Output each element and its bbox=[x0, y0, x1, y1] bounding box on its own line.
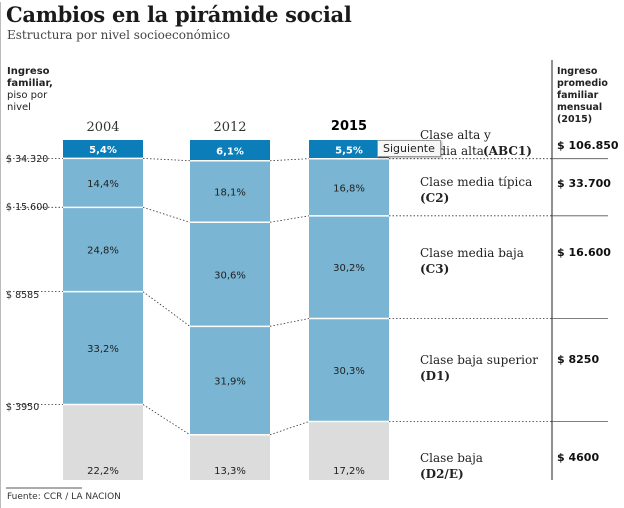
bar-segment bbox=[63, 158, 143, 208]
data-label: 30,3% bbox=[333, 366, 365, 377]
data-label: 6,1% bbox=[216, 146, 244, 157]
bar-segment bbox=[190, 434, 270, 480]
data-label: 14,4% bbox=[87, 179, 119, 190]
class-code: (D1) bbox=[420, 369, 451, 383]
bar-segment bbox=[63, 291, 143, 405]
data-label: 18,1% bbox=[214, 188, 246, 199]
data-label: 5,4% bbox=[89, 145, 117, 156]
page-title: Cambios en la pirámide social bbox=[6, 2, 352, 27]
class-name: Clase baja superior bbox=[420, 353, 538, 367]
source-note: Fuente: CCR / LA NACION bbox=[7, 492, 121, 502]
bar-segment bbox=[309, 140, 389, 159]
bar-segment bbox=[63, 207, 143, 292]
income-value: $ 106.850 bbox=[557, 139, 619, 152]
page-subtitle: Estructura por nivel socioeconómico bbox=[7, 28, 231, 42]
class-name: Clase media típica bbox=[420, 175, 533, 189]
right-header-line: (2015) bbox=[557, 114, 593, 125]
data-label: 31,9% bbox=[214, 377, 246, 388]
class-code: (D2/E) bbox=[420, 467, 464, 481]
bar-segment bbox=[190, 222, 270, 327]
left-header-line: piso por bbox=[7, 90, 48, 101]
bar-segment bbox=[309, 215, 389, 319]
data-label: 22,2% bbox=[87, 466, 119, 477]
class-label-d1: Clase baja superior (D1) bbox=[420, 352, 538, 384]
income-floor-label: $ 15.600 bbox=[6, 202, 49, 213]
connector-line bbox=[142, 404, 191, 436]
left-header-line: familiar, bbox=[7, 78, 53, 89]
data-label: 16,8% bbox=[333, 183, 365, 194]
bar-segment bbox=[190, 160, 270, 223]
class-code-abc1: (ABC1) bbox=[483, 143, 532, 159]
next-tooltip: Siguiente bbox=[377, 140, 441, 157]
data-label: 24,8% bbox=[87, 245, 119, 256]
right-header-line: promedio bbox=[557, 78, 608, 89]
class-label-c3: Clase media baja (C3) bbox=[420, 245, 524, 277]
connector-line bbox=[142, 157, 191, 162]
income-value: $ 8250 bbox=[557, 353, 600, 366]
income-floor-label: $ 3950 bbox=[6, 402, 40, 413]
bar-segment bbox=[190, 326, 270, 435]
data-label: 33,2% bbox=[87, 344, 119, 355]
bar-segment bbox=[309, 318, 389, 422]
year-label-2015: 2015 bbox=[330, 119, 368, 134]
class-code: (C3) bbox=[420, 262, 450, 276]
income-value: $ 16.600 bbox=[557, 246, 611, 259]
data-label: 17,2% bbox=[333, 466, 365, 477]
connector-line bbox=[269, 318, 310, 327]
class-name: Clase media baja bbox=[420, 246, 524, 260]
income-floor-label: $ 8585 bbox=[6, 290, 40, 301]
income-value: $ 4600 bbox=[557, 451, 600, 464]
bar-segment bbox=[309, 421, 389, 480]
class-code: (C2) bbox=[420, 191, 450, 205]
connector-line bbox=[269, 158, 310, 162]
left-header-line: Ingreso bbox=[7, 66, 50, 77]
data-label: 5,5% bbox=[335, 145, 363, 156]
year-label-2004: 2004 bbox=[86, 120, 120, 135]
class-label-d2e: Clase baja (D2/E) bbox=[420, 450, 483, 482]
year-label-2012: 2012 bbox=[213, 120, 247, 135]
data-label: 30,2% bbox=[333, 263, 365, 274]
class-code: (ABC1) bbox=[483, 144, 532, 158]
right-header-line: familiar bbox=[557, 90, 599, 101]
income-value: $ 33.700 bbox=[557, 177, 611, 190]
bar-segment bbox=[63, 140, 143, 159]
left-axis-header: Ingreso familiar, piso por nivel bbox=[7, 66, 53, 114]
right-axis-header: Ingreso promedio familiar mensual (2015) bbox=[557, 66, 608, 126]
connector-line bbox=[269, 215, 310, 223]
data-label: 13,3% bbox=[214, 466, 246, 477]
left-header-line: nivel bbox=[7, 102, 31, 113]
bar-segment bbox=[190, 140, 270, 161]
class-label-c2: Clase media típica (C2) bbox=[420, 174, 532, 206]
bar-segment bbox=[63, 404, 143, 480]
right-header-line: mensual bbox=[557, 102, 603, 113]
connector-line bbox=[269, 421, 310, 436]
connector-line bbox=[142, 291, 191, 327]
data-label: 30,6% bbox=[214, 270, 246, 281]
income-floor-label: $ 34.320 bbox=[6, 154, 49, 165]
class-name: Clase baja bbox=[420, 451, 483, 465]
bar-segment bbox=[309, 158, 389, 216]
right-header-line: Ingreso bbox=[557, 66, 598, 77]
connector-line bbox=[142, 206, 191, 223]
